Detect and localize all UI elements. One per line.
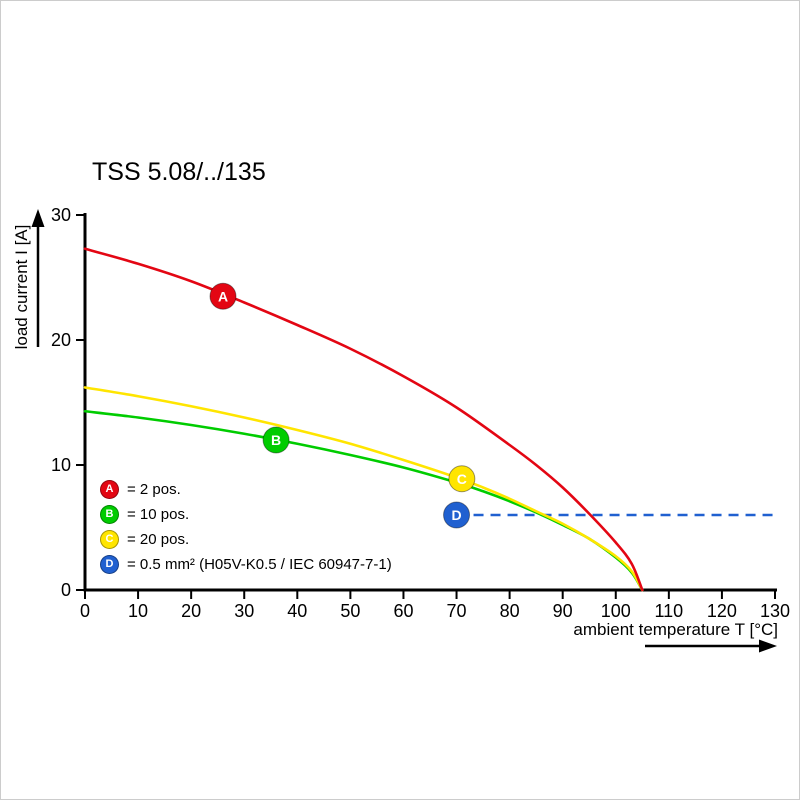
x-tick-label: 120 (707, 601, 737, 621)
y-tick-label: 20 (51, 330, 71, 350)
x-tick-label: 20 (181, 601, 201, 621)
x-tick-label: 90 (553, 601, 573, 621)
curve-marker-letter: C (457, 471, 467, 487)
curve-A (83, 247, 644, 592)
curve-marker-letter: B (271, 432, 281, 448)
x-axis-arrowhead-icon (759, 639, 777, 653)
page-title: TSS 5.08/../135 (92, 158, 266, 186)
curve-marker-letter: D (451, 507, 461, 523)
x-tick-label: 80 (500, 601, 520, 621)
x-tick-label: 130 (760, 601, 790, 621)
legend-label-c: = 20 pos. (127, 530, 190, 548)
x-tick-label: 30 (234, 601, 254, 621)
legend-item-d: D = 0.5 mm² (H05V-K0.5 / IEC 60947-7-1) (100, 554, 392, 574)
legend-label-d: = 0.5 mm² (H05V-K0.5 / IEC 60947-7-1) (127, 555, 392, 573)
legend-badge-a-icon: A (100, 479, 119, 499)
legend: A = 2 pos. B = 10 pos. C = 20 pos. D = 0… (100, 479, 392, 579)
legend-item-b: B = 10 pos. (100, 504, 392, 524)
curve-marker-b-icon (262, 426, 290, 454)
curve-marker-letter: A (218, 288, 228, 304)
x-tick-label: 60 (393, 601, 413, 621)
legend-badge-b-icon: B (100, 504, 119, 524)
legend-label-a: = 2 pos. (127, 480, 181, 498)
y-tick-label: 0 (61, 580, 71, 600)
curve-marker-c-icon (448, 465, 476, 493)
x-tick-label: 40 (287, 601, 307, 621)
x-tick-label: 50 (340, 601, 360, 621)
x-tick-label: 110 (654, 601, 683, 621)
legend-item-c: C = 20 pos. (100, 529, 392, 549)
y-axis-arrowhead-icon (31, 209, 45, 227)
y-tick-label: 10 (51, 455, 71, 475)
x-tick-label: 0 (80, 601, 90, 621)
legend-item-a: A = 2 pos. (100, 479, 392, 499)
x-axis-label: ambient temperature T [°C] (573, 620, 778, 639)
legend-badge-d-icon: D (100, 554, 119, 574)
y-tick-label: 30 (51, 205, 71, 225)
x-tick-label: 10 (128, 601, 148, 621)
curve-marker-a-icon (209, 282, 237, 310)
x-tick-label: 100 (601, 601, 631, 621)
x-tick-label: 70 (447, 601, 467, 621)
curve-marker-d-icon (443, 501, 471, 529)
legend-label-b: = 10 pos. (127, 505, 190, 523)
legend-badge-c-icon: C (100, 529, 119, 549)
